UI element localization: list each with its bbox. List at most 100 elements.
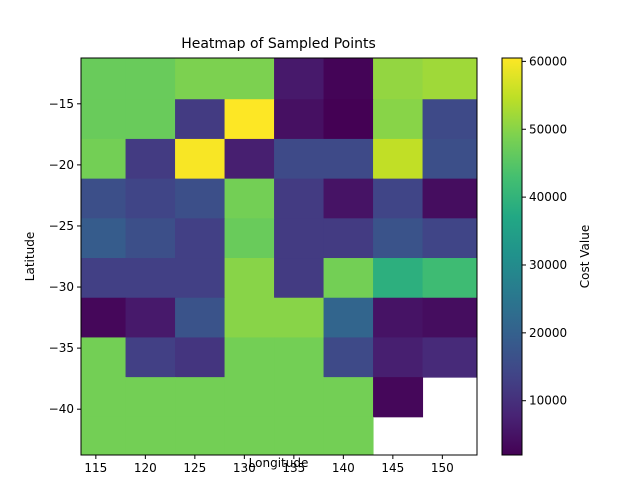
heatmap-cell: [125, 138, 176, 180]
heatmap-cell: [373, 297, 424, 338]
chart-title: Heatmap of Sampled Points: [181, 36, 376, 52]
y-tick-label: −20: [49, 158, 74, 172]
heatmap-cell: [274, 178, 325, 219]
heatmap-cell: [224, 218, 275, 259]
heatmap-cell: [81, 337, 127, 378]
colorbar: [501, 57, 523, 456]
heatmap-cell: [274, 58, 325, 100]
heatmap-cell: [323, 416, 374, 456]
heatmap-cell: [373, 99, 424, 140]
heatmap-cell: [224, 99, 275, 140]
heatmap-cell: [81, 99, 127, 140]
x-tick-label: 120: [134, 461, 157, 475]
heatmap-cell: [224, 377, 275, 418]
heatmap-cell: [422, 58, 478, 100]
heatmap-cell: [323, 58, 374, 100]
heatmap-cell: [373, 337, 424, 378]
heatmap-cell: [224, 416, 275, 456]
colorbar-tick-label: 10000: [529, 394, 567, 408]
heatmap-cell: [224, 58, 275, 100]
heatmap-cell: [81, 377, 127, 418]
heatmap-cell: [125, 416, 176, 456]
heatmap-cell: [323, 178, 374, 219]
heatmap-cell: [373, 258, 424, 299]
heatmap-cell: [175, 377, 226, 418]
heatmap-cell: [125, 178, 176, 219]
colorbar-label: Cost Value: [578, 225, 592, 288]
y-tick-label: −40: [49, 402, 74, 416]
heatmap-cell: [323, 258, 374, 299]
heatmap-cell: [274, 377, 325, 418]
colorbar-tick-label: 30000: [529, 258, 567, 272]
heatmap-cell: [323, 99, 374, 140]
heatmap-cell: [323, 337, 374, 378]
heatmap-cell: [373, 58, 424, 100]
heatmap-cells: [81, 58, 478, 456]
heatmap-cell: [274, 337, 325, 378]
heatmap-cell: [175, 99, 226, 140]
heatmap-cell: [175, 337, 226, 378]
y-tick-label: −25: [49, 219, 74, 233]
heatmap-cell: [125, 58, 176, 100]
x-tick-label: 140: [332, 461, 355, 475]
colorbar-tick-label: 40000: [529, 190, 567, 204]
y-tick-label: −30: [49, 280, 74, 294]
heatmap-cell: [175, 138, 226, 180]
heatmap-cell: [274, 218, 325, 259]
x-tick-label: 135: [282, 461, 305, 475]
heatmap-cell: [81, 297, 127, 338]
heatmap-cell: [422, 218, 478, 259]
heatmap-cell: [224, 138, 275, 180]
heatmap-cell: [81, 416, 127, 456]
heatmap-cell: [224, 258, 275, 299]
heatmap-cell: [422, 297, 478, 338]
heatmap-cell: [175, 297, 226, 338]
heatmap-cell: [274, 99, 325, 140]
heatmap-cell: [81, 258, 127, 299]
heatmap-cell: [81, 58, 127, 100]
heatmap-cell: [125, 337, 176, 378]
heatmap-cell: [125, 218, 176, 259]
heatmap-cell: [125, 297, 176, 338]
heatmap-cell: [274, 297, 325, 338]
heatmap-cell: [422, 99, 478, 140]
heatmap-cell: [323, 297, 374, 338]
heatmap-cell: [125, 99, 176, 140]
heatmap-cell: [373, 178, 424, 219]
heatmap-cell: [175, 218, 226, 259]
heatmap-cell: [323, 218, 374, 259]
colorbar-tick-label: 50000: [529, 122, 567, 136]
x-tick-label: 145: [381, 461, 404, 475]
heatmap-cell: [81, 218, 127, 259]
heatmap-cell: [81, 178, 127, 219]
x-axis-label: Longitude: [249, 456, 309, 470]
y-tick-label: −35: [49, 341, 74, 355]
heatmap-cell: [274, 138, 325, 180]
heatmap-cell: [422, 258, 478, 299]
x-tick-label: 130: [233, 461, 256, 475]
heatmap-cell: [323, 138, 374, 180]
heatmap-cell: [274, 258, 325, 299]
y-axis-ticks: −15 −20 −25 −30 −35 −40: [49, 97, 81, 416]
heatmap-cell: [422, 178, 478, 219]
heatmap-cell: [274, 416, 325, 456]
heatmap-cell: [125, 258, 176, 299]
heatmap-cell: [175, 58, 226, 100]
heatmap-cell: [175, 416, 226, 456]
heatmap-cell: [373, 218, 424, 259]
y-tick-label: −15: [49, 97, 74, 111]
heatmap-cell: [373, 138, 424, 180]
heatmap-cell: [224, 297, 275, 338]
heatmap-cell: [224, 178, 275, 219]
x-tick-label: 150: [431, 461, 454, 475]
heatmap-cell: [422, 337, 478, 378]
heatmap-cell: [125, 377, 176, 418]
plot-frame: [80, 57, 478, 456]
heatmap-cell: [373, 377, 424, 418]
heatmap-cell: [323, 377, 374, 418]
colorbar-tick-label: 20000: [529, 326, 567, 340]
colorbar-tick-label: 60000: [529, 54, 567, 68]
heatmap-cell: [422, 138, 478, 180]
colorbar-ticks: 10000 20000 30000 40000 50000 60000: [522, 54, 567, 408]
